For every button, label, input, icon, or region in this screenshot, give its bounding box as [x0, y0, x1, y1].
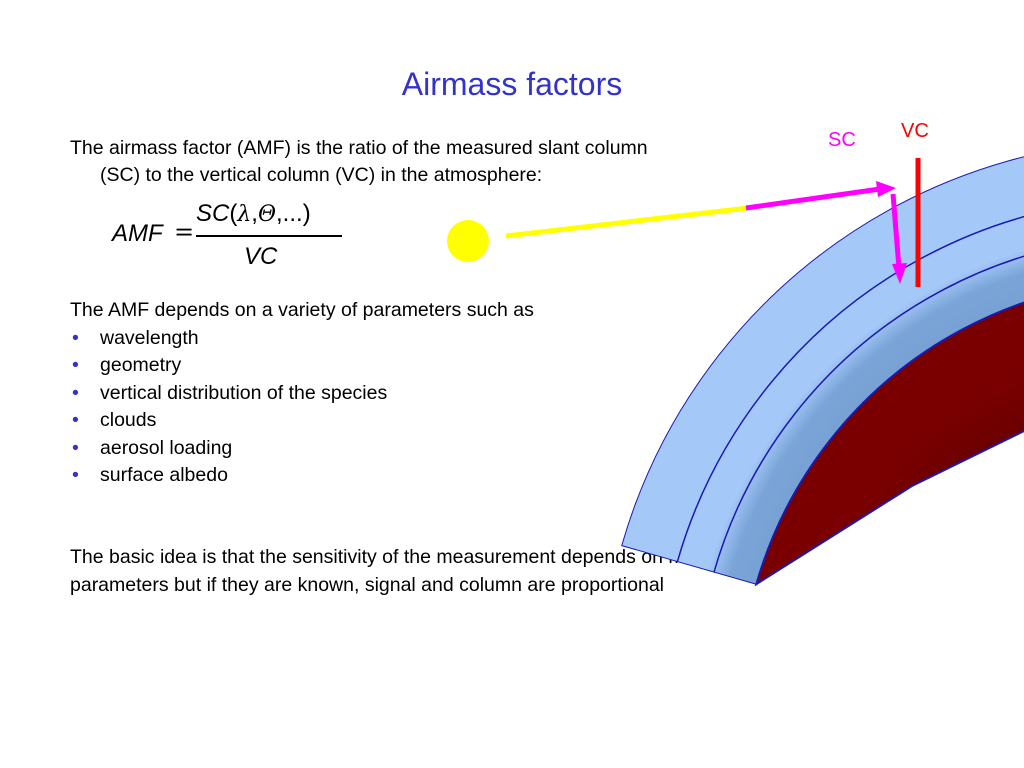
parameters-section: The AMF depends on a variety of paramete… — [70, 297, 630, 490]
formula-numerator: SC(λ,Θ,...) — [196, 200, 311, 228]
basic-idea-line-1: The basic idea is that the sensitivity o… — [70, 546, 717, 568]
formula-rest: ,...) — [276, 200, 311, 227]
arrowhead-icon — [876, 181, 896, 197]
bullet-icon: • — [72, 381, 79, 404]
formula-open-paren: ( — [229, 200, 238, 227]
formula-lhs: AMF — [112, 220, 163, 247]
formula-numerator-sc: SC — [196, 200, 230, 227]
formula-comma: , — [251, 200, 258, 227]
bullet-icon: • — [72, 409, 79, 431]
slant-path-arrow — [745, 186, 881, 211]
atmosphere-layer-line — [676, 216, 1024, 562]
list-item: • vertical distribution of the species — [70, 380, 630, 408]
list-item-text: vertical distribution of the species — [100, 381, 388, 404]
list-item: • aerosol loading — [70, 435, 630, 463]
basic-idea-paragraph: The basic idea is that the sensitivity o… — [70, 544, 850, 599]
basic-idea-line-2: parameters but if they are known, signal… — [70, 573, 664, 596]
formula-equals: = — [174, 218, 195, 246]
intro-line-1: The airmass factor (AMF) is the ratio of… — [70, 137, 648, 159]
list-item: • clouds — [70, 407, 630, 435]
list-item-text: geometry — [100, 354, 182, 376]
list-item-text: clouds — [100, 409, 157, 431]
list-item-text: surface albedo — [100, 464, 228, 486]
slide-title: Airmass factors — [401, 66, 623, 102]
earth-surface — [754, 301, 1024, 587]
atmosphere-layer-line — [713, 255, 1024, 573]
bullet-icon: • — [72, 436, 79, 459]
list-item-text: wavelength — [100, 326, 199, 349]
amf-formula: AMF = SC(λ,Θ,...) VC — [112, 198, 352, 278]
bullet-icon: • — [72, 354, 79, 376]
formula-theta: Θ — [257, 202, 277, 227]
parameters-heading: The AMF depends on a variety of paramete… — [70, 299, 534, 321]
vc-label: VC — [901, 120, 929, 142]
arrowhead-icon — [892, 263, 907, 284]
bullet-icon: • — [72, 464, 79, 486]
formula-fraction-bar — [196, 235, 342, 237]
formula-denominator: VC — [244, 243, 278, 270]
list-item: • surface albedo — [70, 462, 630, 490]
slant-path-arrow — [890, 193, 902, 269]
sun-ray-line — [505, 205, 749, 239]
list-item: • geometry — [70, 352, 630, 380]
intro-line-2: (SC) to the vertical column (VC) in the … — [100, 164, 543, 186]
list-item: • wavelength — [70, 325, 630, 353]
intro-paragraph: The airmass factor (AMF) is the ratio of… — [70, 135, 770, 189]
formula-lambda: λ — [237, 202, 252, 227]
sun-icon — [447, 220, 489, 262]
sc-label: SC — [828, 129, 856, 151]
list-item-text: aerosol loading — [100, 436, 233, 459]
atmosphere-band — [621, 156, 1024, 585]
bullet-icon: • — [72, 326, 79, 349]
parameters-list: • wavelength • geometry • vertical distribu… — [70, 325, 630, 490]
